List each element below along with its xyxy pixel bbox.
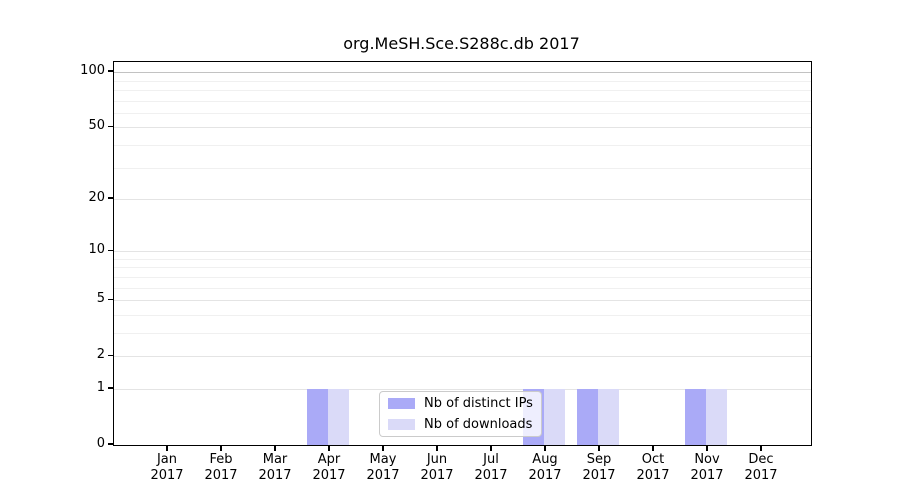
x-tick-sep [598,445,600,451]
x-tick-label-dec: Dec 2017 [733,452,789,484]
y-tick-label-50: 50 [88,118,105,134]
minor-gridline [114,314,811,316]
y-tick-label-100: 100 [80,63,105,79]
bar-distinct-ips-apr [307,388,328,445]
x-tick-dec [760,445,762,451]
x-tick-year-jun: 2017 [420,468,454,483]
y-tick-label-0: 0 [96,436,105,451]
x-tick-year-jan: 2017 [150,468,184,483]
x-tick-label-feb: Feb 2017 [193,452,249,484]
minor-gridline [114,332,811,334]
y-tick-5 [108,298,113,300]
x-tick-oct [652,445,654,451]
bar-downloads-nov [706,388,727,445]
x-tick-label-nov: Nov 2017 [679,452,735,484]
x-tick-label-jun: Jun 2017 [409,452,465,484]
x-tick-mar [274,445,276,451]
minor-gridline [114,112,811,114]
major-gridline-50 [114,127,811,129]
y-tick-10 [108,249,113,251]
minor-gridline [114,100,811,102]
x-tick-year-jul: 2017 [474,468,508,483]
x-tick-feb [220,445,222,451]
y-tick-label-10: 10 [88,242,105,258]
x-tick-year-mar: 2017 [258,468,292,483]
y-tick-100 [108,70,113,72]
bar-downloads-aug [544,388,565,445]
legend-item-1: Nb of downloads [388,416,533,434]
x-tick-jul [490,445,492,451]
major-gridline-2 [114,356,811,358]
major-gridline-20 [114,199,811,201]
x-tick-nov [706,445,708,451]
major-gridline-10 [114,251,811,253]
x-tick-label-oct: Oct 2017 [625,452,681,484]
y-tick-50 [108,125,113,128]
x-tick-aug [544,445,546,451]
minor-gridline [114,258,811,260]
legend: Nb of distinct IPs Nb of downloads [379,391,542,437]
minor-gridline [114,267,811,269]
x-tick-year-sep: 2017 [582,468,616,483]
bar-downloads-apr [328,388,349,445]
minor-gridline [114,287,811,289]
y-tick-label-1: 1 [96,379,105,395]
minor-gridline [114,276,811,278]
y-tick-2 [108,354,113,356]
x-tick-apr [328,445,330,451]
x-tick-year-oct: 2017 [636,468,670,483]
y-tick-0 [108,443,113,445]
x-tick-label-mar: Mar 2017 [247,452,303,484]
x-tick-year-may: 2017 [366,468,400,483]
y-tick-20 [108,197,113,199]
bar-distinct-ips-nov [685,388,706,445]
legend-label-1: Nb of downloads [424,417,533,432]
x-tick-year-feb: 2017 [204,468,238,483]
x-tick-label-jul: Jul 2017 [463,452,519,484]
x-tick-may [382,445,384,451]
x-tick-label-apr: Apr 2017 [301,452,357,484]
y-tick-label-2: 2 [96,347,105,363]
x-tick-label-may: May 2017 [355,452,411,484]
x-tick-year-aug: 2017 [528,468,562,483]
legend-swatch-0 [388,398,415,409]
y-tick-label-20: 20 [88,190,105,206]
legend-item-0: Nb of distinct IPs [388,395,533,413]
y-tick-label-5: 5 [96,291,105,307]
x-tick-label-jan: Jan 2017 [139,452,195,484]
chart-title: org.MeSH.Sce.S288c.db 2017 [343,34,580,53]
minor-gridline [114,167,811,169]
x-tick-year-apr: 2017 [312,468,346,483]
bar-downloads-sep [598,388,619,445]
x-tick-jan [166,445,168,451]
x-tick-year-dec: 2017 [744,468,778,483]
legend-swatch-1 [388,419,415,430]
minor-gridline [114,89,811,91]
minor-gridline [114,80,811,82]
major-gridline-5 [114,300,811,302]
x-tick-jun [436,445,438,451]
major-gridline-100 [114,72,811,74]
x-tick-year-nov: 2017 [690,468,724,483]
y-tick-1 [108,387,113,389]
legend-label-0: Nb of distinct IPs [424,396,533,411]
x-tick-label-aug: Aug 2017 [517,452,573,484]
minor-gridline [114,144,811,146]
bar-distinct-ips-sep [577,388,598,445]
x-tick-label-sep: Sep 2017 [571,452,627,484]
plot-area: Nb of distinct IPs Nb of downloads [113,61,812,446]
major-gridline-1 [114,388,811,390]
